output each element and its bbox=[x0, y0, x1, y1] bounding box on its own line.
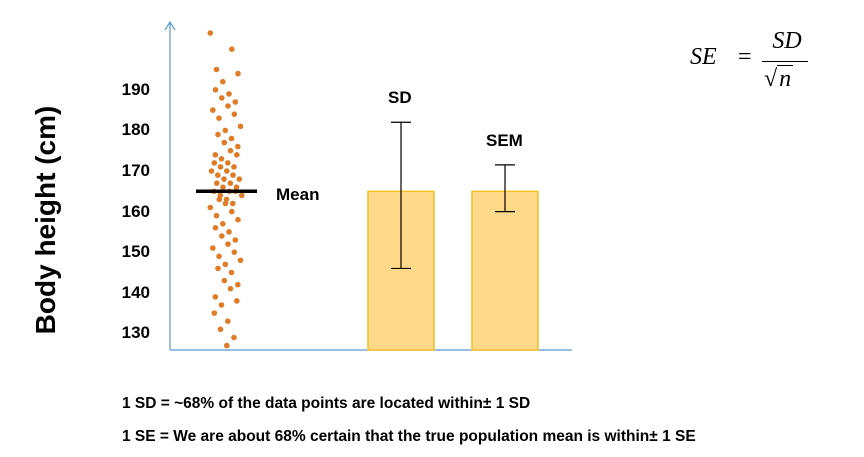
y-tick-label: 190 bbox=[121, 79, 150, 99]
formula-fraction-bar bbox=[762, 61, 808, 62]
data-point bbox=[207, 30, 214, 36]
data-point bbox=[211, 160, 218, 166]
data-point bbox=[211, 310, 218, 316]
y-tick-label: 140 bbox=[121, 282, 150, 302]
y-axis-label-text: Body height (cm) bbox=[30, 105, 61, 335]
data-point bbox=[218, 302, 225, 308]
data-point bbox=[222, 127, 229, 134]
data-point bbox=[210, 245, 216, 251]
data-point bbox=[237, 123, 244, 130]
y-axis-label: Body height (cm) bbox=[26, 90, 66, 350]
sem-label: SEM bbox=[486, 130, 523, 150]
data-point bbox=[228, 269, 235, 276]
data-point bbox=[234, 298, 240, 304]
data-point bbox=[215, 131, 221, 138]
y-tick-label: 130 bbox=[121, 323, 150, 343]
data-point bbox=[231, 164, 237, 170]
data-point bbox=[208, 168, 215, 174]
data-point bbox=[235, 70, 241, 77]
y-tick-label: 170 bbox=[121, 161, 150, 180]
data-point bbox=[235, 216, 241, 223]
data-point bbox=[237, 257, 244, 264]
data-point bbox=[213, 66, 220, 73]
data-point bbox=[212, 87, 219, 93]
data-point bbox=[225, 103, 231, 109]
data-point bbox=[230, 172, 236, 178]
data-point bbox=[235, 281, 241, 288]
data-point bbox=[220, 78, 226, 85]
data-point bbox=[219, 95, 225, 101]
bar-sem bbox=[471, 190, 539, 351]
data-point bbox=[239, 192, 245, 199]
data-point bbox=[231, 111, 238, 117]
data-point bbox=[234, 152, 240, 158]
data-point bbox=[227, 180, 234, 186]
data-point bbox=[221, 139, 228, 146]
data-point bbox=[217, 326, 224, 333]
data-point bbox=[216, 253, 222, 260]
data-point bbox=[212, 294, 219, 300]
data-point bbox=[212, 152, 219, 158]
mean-label: Mean bbox=[276, 185, 320, 205]
se-formula: SE = SD √n bbox=[690, 28, 820, 98]
data-point bbox=[227, 285, 234, 292]
data-point bbox=[215, 265, 221, 272]
data-point bbox=[225, 241, 231, 247]
data-point bbox=[235, 143, 241, 150]
data-point bbox=[228, 135, 235, 142]
data-point bbox=[227, 147, 234, 154]
data-point bbox=[216, 115, 222, 121]
sd-label: SD bbox=[388, 88, 412, 108]
data-point bbox=[213, 212, 220, 219]
data-point bbox=[222, 200, 229, 207]
data-point bbox=[236, 176, 243, 182]
data-point bbox=[220, 184, 226, 190]
note-sd: 1 SD = ~68% of the data points are locat… bbox=[122, 395, 531, 412]
data-point bbox=[231, 249, 238, 255]
data-point bbox=[222, 261, 229, 268]
data-point bbox=[217, 164, 224, 170]
formula-n: n bbox=[777, 65, 794, 92]
note-se: 1 SE = We are about 68% certain that the… bbox=[122, 428, 696, 445]
data-point bbox=[221, 176, 227, 182]
data-point bbox=[210, 107, 216, 113]
y-tick-label: 160 bbox=[121, 201, 150, 221]
data-point bbox=[218, 156, 225, 162]
data-point bbox=[232, 237, 239, 243]
data-point bbox=[225, 160, 231, 166]
data-point bbox=[221, 277, 228, 284]
data-point bbox=[229, 46, 235, 52]
formula-equals: = bbox=[738, 44, 752, 70]
data-point bbox=[226, 229, 232, 235]
data-point bbox=[224, 168, 230, 174]
formula-numerator: SD bbox=[772, 28, 802, 54]
y-tick-label: 150 bbox=[121, 242, 150, 262]
data-point bbox=[224, 342, 230, 349]
formula-denominator: √n bbox=[764, 65, 794, 92]
data-point bbox=[220, 221, 226, 227]
data-point bbox=[230, 200, 236, 207]
y-axis-arrow bbox=[164, 20, 176, 31]
data-point bbox=[232, 99, 239, 105]
y-tick-label: 180 bbox=[121, 120, 150, 140]
data-point bbox=[216, 196, 223, 203]
data-point bbox=[231, 334, 237, 341]
bars-group bbox=[367, 121, 539, 351]
data-point bbox=[219, 233, 225, 239]
data-point bbox=[229, 208, 235, 215]
data-point bbox=[215, 172, 221, 178]
formula-lhs: SE bbox=[690, 44, 717, 70]
data-point bbox=[214, 180, 220, 186]
points-group bbox=[207, 30, 245, 349]
data-point bbox=[212, 225, 219, 231]
data-point bbox=[225, 318, 231, 325]
data-point bbox=[207, 204, 214, 211]
data-point bbox=[226, 91, 232, 97]
